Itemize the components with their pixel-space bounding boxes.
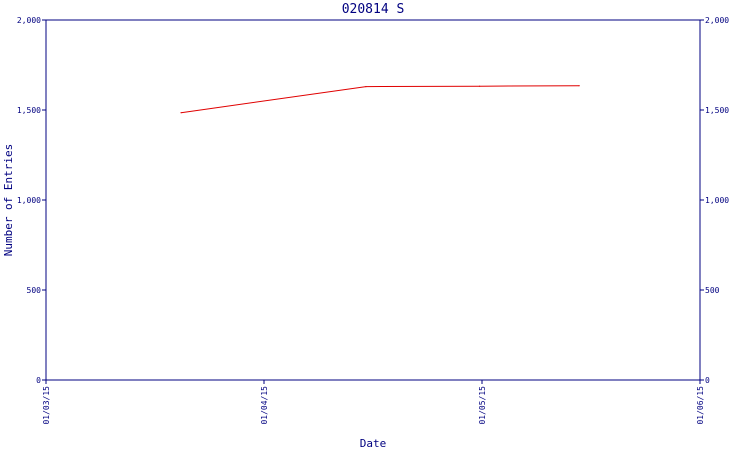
- y-tick-label-right: 1,500: [705, 106, 729, 115]
- y-tick-label-left: 1,000: [17, 196, 41, 205]
- y-axis-title: Number of Entries: [2, 144, 15, 257]
- data-point: [578, 85, 580, 87]
- series-group: [180, 85, 580, 114]
- y-tick-label-right: 1,000: [705, 196, 729, 205]
- series-line: [181, 85, 580, 114]
- y-tick-label-right: 0: [705, 376, 710, 385]
- y-tick-label-left: 1,500: [17, 106, 41, 115]
- y-tick-label-right: 500: [705, 286, 720, 295]
- x-tick-label: 01/05/15: [478, 386, 487, 425]
- x-tick-label: 01/04/15: [260, 386, 269, 425]
- x-tick-label: 01/06/15: [696, 386, 705, 425]
- chart-title: 020814 S: [342, 2, 405, 17]
- y-tick-label-left: 500: [27, 286, 42, 295]
- y-axis-right: 0 500 1,000 1,500 2,000: [700, 16, 729, 385]
- x-axis-title: Date: [360, 437, 387, 450]
- x-axis: 01/03/15 01/04/15 01/05/15 01/06/15: [42, 380, 705, 425]
- x-tick-label: 01/03/15: [42, 386, 51, 425]
- y-tick-label-right: 2,000: [705, 16, 729, 25]
- data-point: [180, 112, 182, 114]
- data-point: [365, 86, 367, 88]
- plot-area: [45, 19, 701, 381]
- y-tick-label-left: 2,000: [17, 16, 41, 25]
- data-point: [479, 85, 481, 87]
- y-tick-label-left: 0: [36, 376, 41, 385]
- y-axis-left: 0 500 1,000 1,500 2,000: [17, 16, 46, 385]
